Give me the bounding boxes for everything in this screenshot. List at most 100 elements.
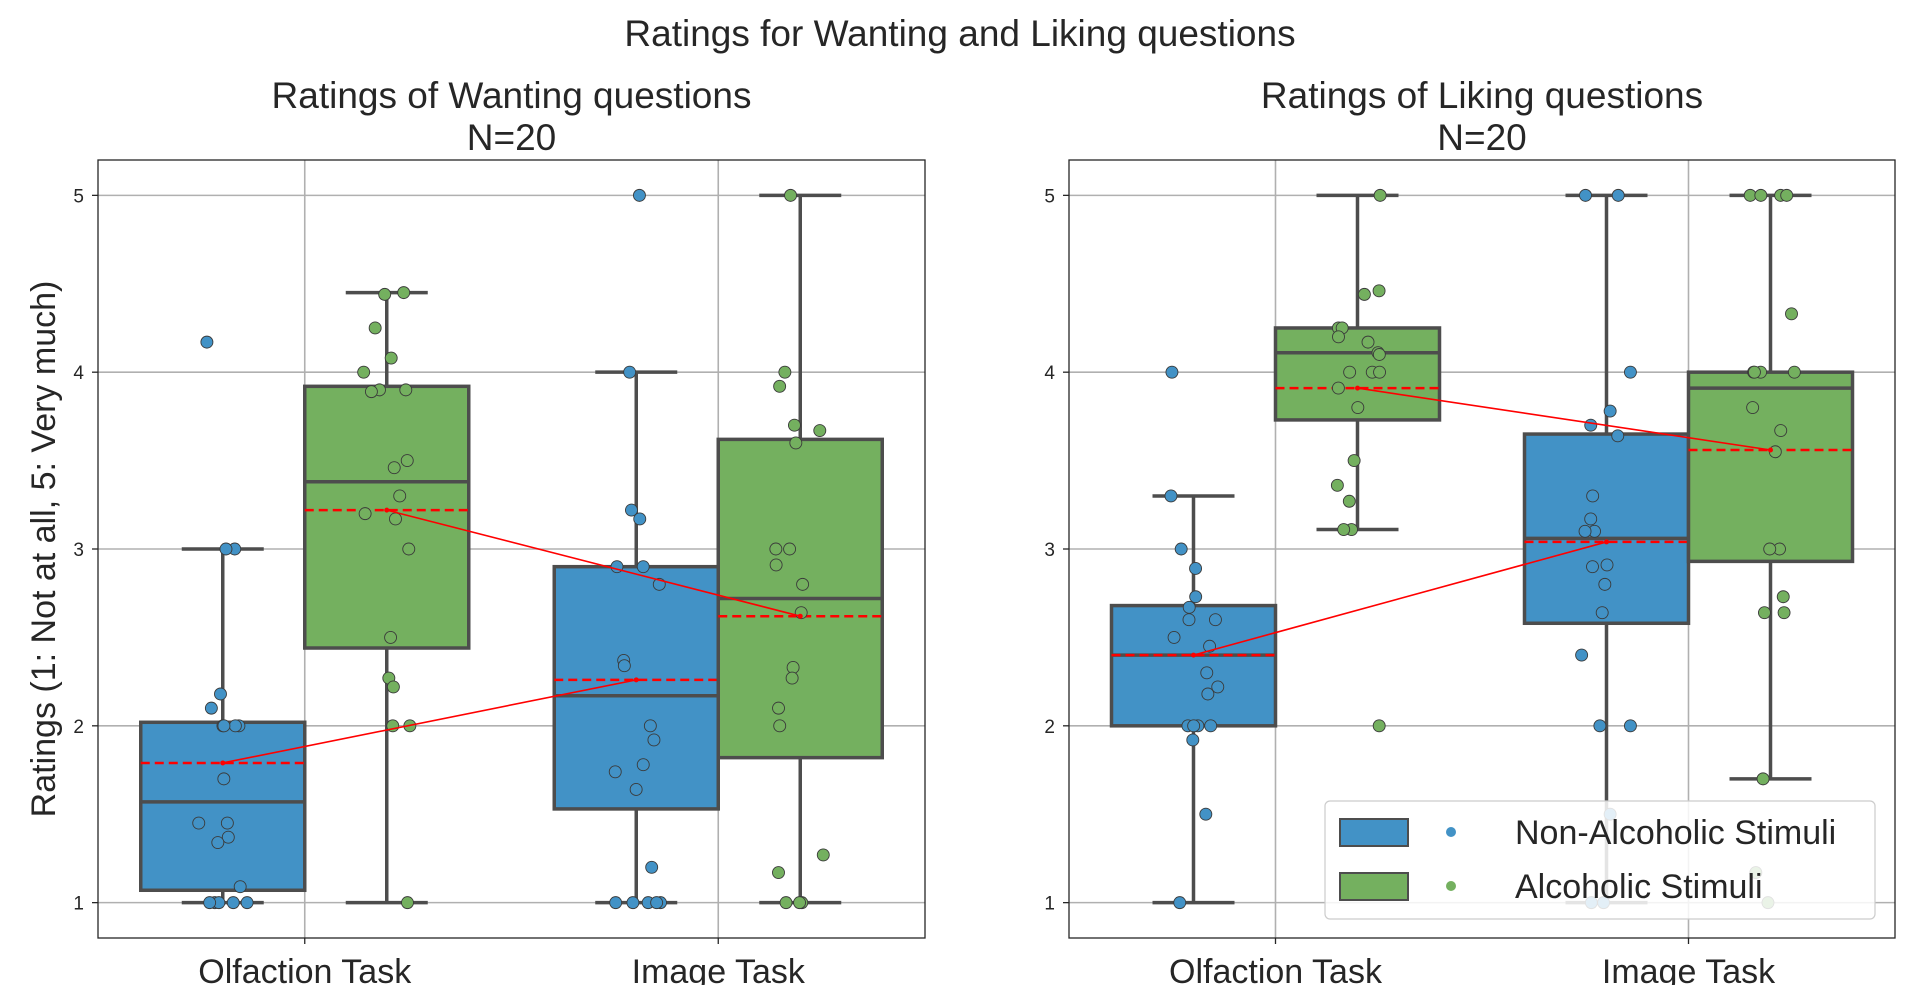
legend-label: Non-Alcoholic Stimuli bbox=[1515, 814, 1836, 852]
data-point bbox=[1186, 733, 1200, 747]
data-point bbox=[384, 351, 398, 365]
data-point bbox=[402, 542, 416, 556]
data-point bbox=[1337, 523, 1351, 536]
data-point bbox=[1208, 613, 1222, 627]
data-point bbox=[1763, 542, 1777, 556]
data-point bbox=[1586, 560, 1599, 574]
mean-marker bbox=[384, 507, 390, 513]
y-tick-label: 4 bbox=[73, 363, 84, 384]
data-point bbox=[1600, 558, 1614, 572]
data-point bbox=[1623, 365, 1637, 379]
panel-title: Ratings of Liking questions bbox=[1261, 75, 1703, 116]
data-point bbox=[1165, 365, 1179, 379]
data-point bbox=[779, 896, 793, 910]
data-point bbox=[778, 365, 792, 379]
mean-marker bbox=[1191, 652, 1196, 658]
data-point bbox=[784, 188, 797, 202]
data-point bbox=[1182, 613, 1196, 627]
legend-swatch bbox=[1339, 818, 1409, 847]
data-point bbox=[1330, 478, 1344, 492]
data-point bbox=[793, 896, 807, 910]
data-point bbox=[400, 454, 414, 468]
y-tick-label: 5 bbox=[73, 186, 84, 207]
data-point bbox=[386, 680, 400, 694]
data-point bbox=[387, 461, 401, 475]
data-point bbox=[358, 507, 372, 521]
data-point bbox=[217, 719, 231, 733]
data-point bbox=[1611, 429, 1625, 443]
data-point bbox=[1758, 606, 1771, 620]
data-point bbox=[1584, 512, 1598, 526]
panel-subtitle: N=20 bbox=[467, 117, 556, 158]
data-point bbox=[633, 512, 647, 526]
mean-connector-line bbox=[386, 509, 801, 617]
x-category-label: Olfaction Task bbox=[1169, 953, 1383, 985]
mean-marker bbox=[1604, 539, 1609, 545]
data-point bbox=[769, 558, 783, 572]
data-point bbox=[609, 896, 623, 910]
data-point bbox=[1199, 807, 1213, 821]
data-point bbox=[1331, 381, 1345, 395]
data-point bbox=[1332, 330, 1345, 344]
data-point bbox=[783, 542, 797, 556]
data-point bbox=[1164, 489, 1178, 503]
data-point bbox=[1746, 401, 1760, 414]
legend-swatch bbox=[1339, 872, 1409, 901]
data-point bbox=[632, 188, 646, 202]
data-point bbox=[1343, 365, 1357, 379]
data-point bbox=[650, 896, 664, 910]
data-point bbox=[221, 830, 235, 844]
data-point bbox=[1167, 630, 1181, 644]
x-category-label: Image Task bbox=[632, 953, 806, 985]
y-tick-label: 5 bbox=[1044, 186, 1055, 207]
data-point bbox=[1189, 590, 1203, 604]
data-point bbox=[787, 418, 801, 432]
data-point bbox=[214, 687, 227, 701]
data-point bbox=[1578, 524, 1592, 538]
data-point bbox=[1787, 365, 1801, 379]
data-point bbox=[203, 896, 217, 910]
data-point bbox=[769, 542, 783, 556]
data-point bbox=[1774, 424, 1788, 437]
data-point bbox=[1187, 719, 1201, 733]
data-point bbox=[772, 866, 785, 880]
data-point bbox=[1372, 284, 1386, 298]
data-point bbox=[786, 661, 800, 674]
data-point bbox=[772, 701, 785, 715]
data-point bbox=[228, 719, 242, 733]
data-point bbox=[1204, 719, 1218, 733]
panels: 1 2 3 4 5 Olfaction Task Image Task Ratings of … bbox=[25, 75, 1896, 985]
data-point bbox=[1603, 404, 1617, 418]
data-point bbox=[357, 365, 371, 379]
data-point bbox=[1754, 188, 1768, 202]
data-point bbox=[796, 577, 810, 591]
data-point bbox=[1777, 606, 1791, 620]
data-point bbox=[617, 659, 631, 673]
legend-frame bbox=[1324, 800, 1876, 920]
x-category-label: Olfaction Task bbox=[198, 953, 412, 985]
data-point bbox=[1611, 188, 1625, 202]
data-point bbox=[1593, 719, 1607, 733]
data-point bbox=[1575, 648, 1589, 662]
data-point bbox=[226, 896, 240, 910]
data-point bbox=[608, 765, 622, 779]
y-tick-label: 4 bbox=[1044, 363, 1055, 384]
figure-suptitle: Ratings for Wanting and Liking questions bbox=[624, 13, 1295, 54]
data-point bbox=[384, 630, 398, 644]
data-point bbox=[1780, 188, 1794, 202]
data-point bbox=[647, 733, 661, 747]
data-point bbox=[389, 512, 402, 526]
data-point bbox=[1586, 489, 1600, 503]
data-point bbox=[1372, 719, 1386, 733]
data-point bbox=[773, 379, 787, 393]
data-point bbox=[211, 836, 225, 849]
data-point bbox=[1598, 577, 1612, 591]
data-point bbox=[629, 783, 643, 796]
data-point bbox=[1342, 494, 1356, 508]
y-tick-label: 1 bbox=[1044, 894, 1055, 915]
data-point bbox=[813, 424, 827, 437]
data-point bbox=[1211, 680, 1225, 694]
mean-marker bbox=[797, 613, 803, 619]
x-category-label: Image Task bbox=[1602, 953, 1776, 985]
data-point bbox=[217, 772, 231, 786]
